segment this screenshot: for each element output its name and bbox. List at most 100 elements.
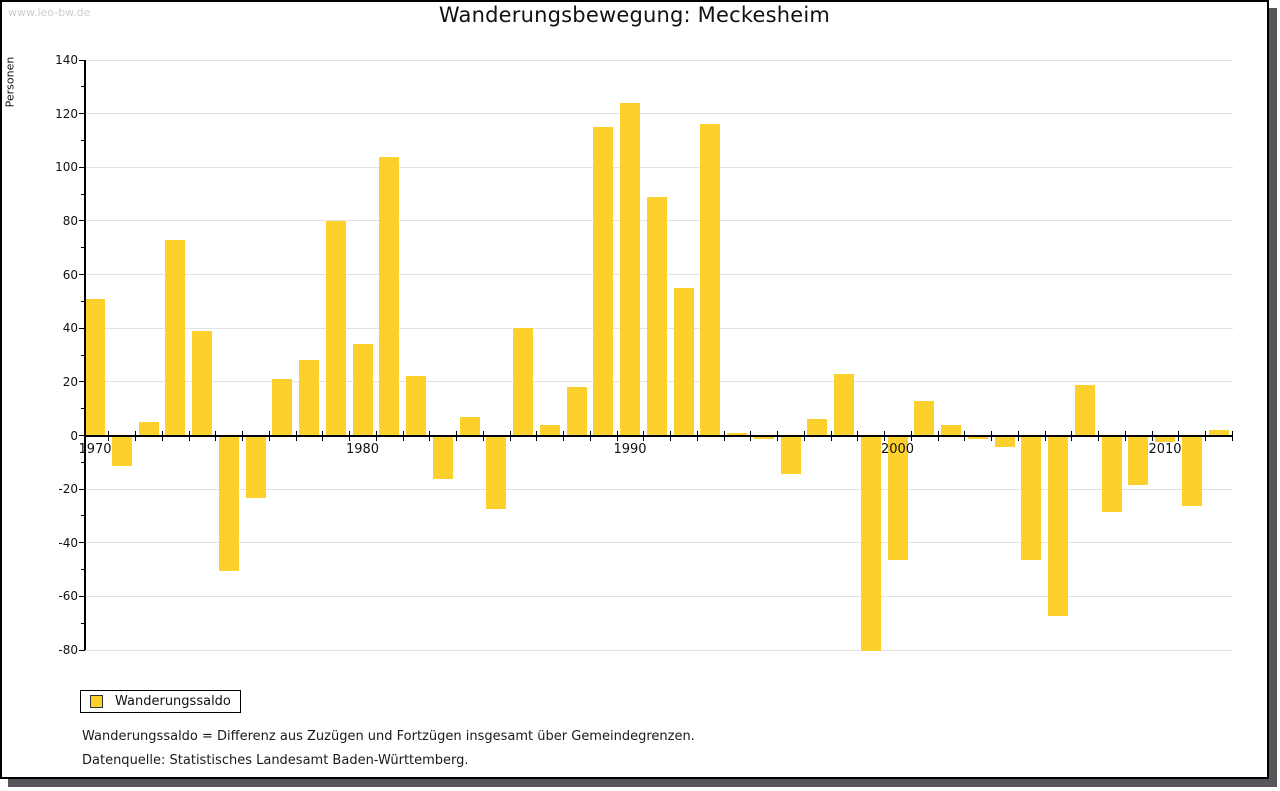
y-axis-minor-tick [81,247,85,249]
y-axis-minor-tick [81,408,85,410]
y-axis-major-tick [79,649,85,651]
y-axis-major-tick [79,595,85,597]
y-tick-label: -60 [58,589,78,604]
legend: Wanderungssaldo [80,690,241,713]
bar-1998 [834,373,854,436]
bar-2012 [1208,430,1229,436]
y-tick-label: 140 [55,53,78,68]
bar-1988 [566,387,587,436]
y-axis-major-tick [79,381,85,383]
bar-2002 [941,424,961,436]
gridline [85,166,1233,168]
bar-1997 [807,419,828,436]
footnote-datasource: Datenquelle: Statistisches Landesamt Bad… [82,753,469,768]
bar-1990 [620,102,640,436]
y-tick-label: 0 [70,428,78,443]
y-axis-major-tick [79,166,85,168]
bar-1985 [486,436,507,509]
bar-1991 [646,196,667,436]
y-axis-minor-tick [81,86,85,88]
x-tick-label-1970: 1970 [78,441,112,457]
y-axis-major-tick [79,488,85,490]
y-axis-major-tick [79,327,85,329]
x-tick-label-2000: 2000 [880,441,915,457]
bar-1975 [218,436,239,571]
y-axis-minor-tick [81,622,85,624]
bar-2001 [914,400,935,436]
bar-2003 [967,436,988,440]
y-axis-minor-tick [81,300,85,302]
y-tick-label: 20 [62,374,78,389]
bar-1986 [513,328,533,436]
bar-2000 [887,436,908,560]
bar-1989 [593,127,614,436]
y-tick-label: 100 [55,160,78,175]
bar-1973 [165,239,186,436]
bar-1979 [325,220,346,436]
y-axis-minor-tick [81,461,85,463]
legend-color-swatch [90,695,103,708]
bar-1995 [753,436,774,440]
bar-2008 [1101,436,1122,512]
y-tick-label: -20 [58,482,78,497]
bar-2004 [994,436,1015,448]
bar-1971 [111,436,132,466]
y-axis-title: Personen [3,56,17,108]
chart-title: Wanderungsbewegung: Meckesheim [438,3,831,27]
bar-1987 [539,424,560,436]
bar-1970 [85,298,105,436]
y-axis-major-tick [79,113,85,115]
bar-1999 [860,436,881,652]
y-axis-minor-tick [81,569,85,571]
bar-1974 [192,330,212,436]
y-axis-minor-tick [81,139,85,141]
footnote-definition: Wanderungssaldo = Differenz aus Zuzügen … [82,729,695,744]
x-axis-zero-line [85,434,1233,437]
bar-2007 [1074,384,1095,436]
bar-1977 [272,379,293,436]
gridline [85,542,1233,544]
y-axis-minor-tick [81,515,85,517]
bar-2010 [1155,436,1175,442]
x-tick-label-1990: 1990 [613,441,647,457]
x-tick-label-1980: 1980 [345,441,380,457]
gridline [85,59,1233,61]
y-axis-major-tick [79,274,85,276]
bar-2006 [1048,436,1068,617]
bar-1994 [727,432,747,436]
gridline [85,595,1233,597]
bar-2009 [1128,436,1149,485]
y-tick-label: -80 [58,643,78,658]
bar-1992 [673,287,694,436]
bar-1972 [138,422,159,436]
bar-1976 [245,436,266,499]
legend-label: Wanderungssaldo [115,694,231,709]
bar-1993 [700,124,721,436]
y-axis-major-tick [79,59,85,61]
bar-1980 [352,344,373,436]
gridline [85,488,1233,490]
gridline [85,649,1233,651]
watermark-url: www.leo-bw.de [8,6,91,19]
bar-1981 [379,156,400,436]
y-axis-major-tick [79,542,85,544]
y-axis-major-tick [79,435,85,436]
y-tick-label: 120 [55,106,78,121]
chart-page: www.leo-bw.de Wanderungsbewegung: Meckes… [0,0,1269,779]
bar-2005 [1021,436,1042,560]
y-axis-line [84,60,86,650]
bar-1984 [459,416,480,436]
bar-1983 [432,436,453,480]
bar-1978 [299,360,319,436]
bar-1996 [780,436,801,475]
y-tick-label: -40 [58,535,78,550]
bar-1982 [406,376,426,436]
y-tick-label: 60 [62,267,78,282]
y-axis-minor-tick [81,354,85,356]
bar-2011 [1181,436,1202,507]
y-axis-major-tick [79,220,85,222]
x-tick-label-2010: 2010 [1148,441,1182,457]
y-tick-label: 80 [62,213,78,228]
y-tick-label: 40 [62,321,78,336]
